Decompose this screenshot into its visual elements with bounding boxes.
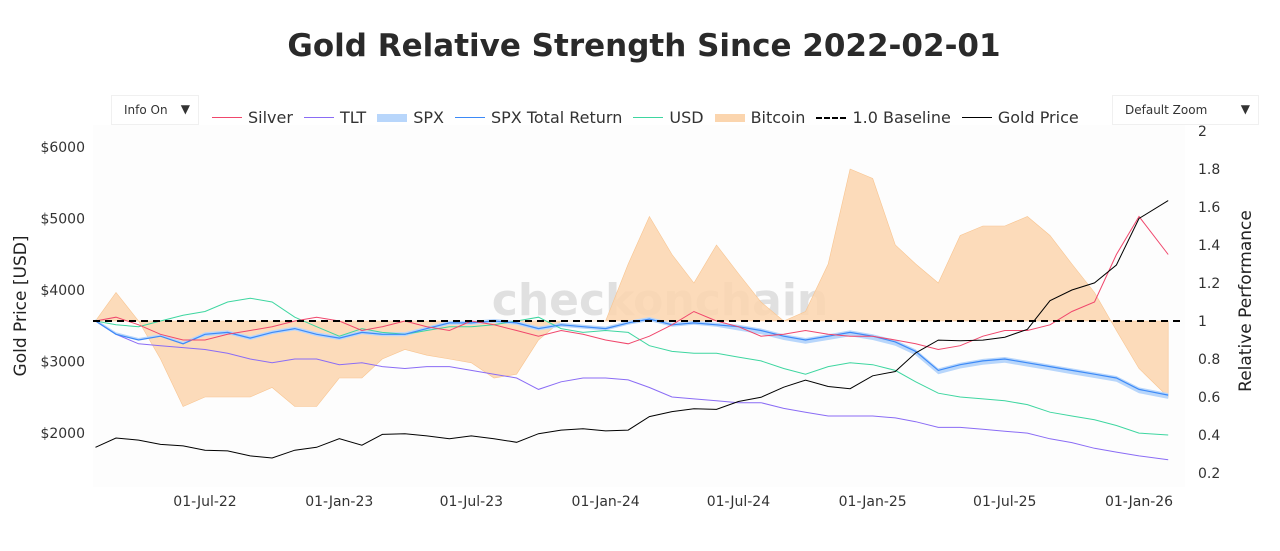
series-spx-total-return-line xyxy=(95,318,1169,396)
legend-item-spx[interactable]: SPX xyxy=(377,108,444,127)
series-tlt-line xyxy=(95,320,1169,461)
legend-item-bitcoin[interactable]: Bitcoin xyxy=(714,108,806,127)
x-tick-label: 01-Jan-23 xyxy=(305,494,373,510)
legend: Silver TLT SPX SPX Total Return USD Bitcoin 1.… xyxy=(212,108,1090,127)
legend-swatch xyxy=(212,117,242,118)
y-left-tick-label: $2000 xyxy=(40,426,85,442)
legend-item-tlt[interactable]: TLT xyxy=(303,108,367,127)
y-right-tick-label: 1.4 xyxy=(1198,238,1220,254)
zoom-dropdown-label: Default Zoom xyxy=(1125,103,1208,117)
x-tick-label: 01-Jan-25 xyxy=(839,494,907,510)
x-tick-label: 01-Jan-24 xyxy=(572,494,640,510)
y-right-tick-label: 1.2 xyxy=(1198,276,1220,292)
legend-item-silver[interactable]: Silver xyxy=(212,108,293,127)
legend-swatch xyxy=(633,117,664,118)
legend-label: USD xyxy=(669,108,704,127)
y-left-axis-title: Gold Price [USD] xyxy=(11,236,31,377)
legend-swatch xyxy=(816,116,847,119)
legend-label: Bitcoin xyxy=(750,108,806,127)
dropdown-arrow-icon: ▼ xyxy=(180,102,190,116)
legend-item-gold-price[interactable]: Gold Price xyxy=(961,108,1079,127)
legend-item-spx-total-return[interactable]: SPX Total Return xyxy=(454,108,623,127)
dropdown-arrow-icon: ▼ xyxy=(1240,102,1250,116)
y-right-tick-label: 1.6 xyxy=(1198,200,1220,216)
series-bitcoin-area xyxy=(94,168,1169,407)
series-silver-line xyxy=(95,215,1169,351)
y-right-tick-label: 0.6 xyxy=(1198,390,1220,406)
zoom-dropdown[interactable]: Default Zoom ▼ xyxy=(1112,95,1259,125)
legend-swatch xyxy=(714,113,745,122)
legend-label: SPX xyxy=(413,108,444,127)
y-right-tick-label: 1.8 xyxy=(1198,162,1220,178)
chart-title: Gold Relative Strength Since 2022-02-01 xyxy=(287,28,1001,64)
legend-item-usd[interactable]: USD xyxy=(633,108,704,127)
x-tick-label: 01-Jul-23 xyxy=(440,494,503,510)
y-right-tick-label: 0.4 xyxy=(1198,428,1220,444)
series-spx-band xyxy=(95,317,1169,399)
watermark: checkonchain xyxy=(492,275,828,326)
legend-label: Gold Price xyxy=(997,108,1079,127)
y-right-tick-label: 0.8 xyxy=(1198,352,1220,368)
y-left-tick-label: $4000 xyxy=(40,283,85,299)
y-left-tick-label: $6000 xyxy=(40,140,85,156)
y-right-axis-title: Relative Performance xyxy=(1236,210,1256,392)
series-usd-line xyxy=(95,297,1169,436)
y-right-tick-label: 0.2 xyxy=(1198,466,1220,482)
y-left-tick-label: $5000 xyxy=(40,212,85,228)
plot-area xyxy=(93,125,1185,487)
info-toggle-label: Info On xyxy=(124,103,168,117)
y-left-tick-label: $3000 xyxy=(40,355,85,371)
x-tick-label: 01-Jul-25 xyxy=(973,494,1036,510)
legend-swatch xyxy=(961,117,992,118)
info-toggle-dropdown[interactable]: Info On ▼ xyxy=(111,95,199,125)
legend-swatch xyxy=(377,113,408,122)
legend-item-1-0-baseline[interactable]: 1.0 Baseline xyxy=(816,108,951,127)
x-tick-label: 01-Jan-26 xyxy=(1105,494,1173,510)
legend-label: SPX Total Return xyxy=(490,108,623,127)
legend-swatch xyxy=(303,117,334,118)
legend-swatch xyxy=(454,117,485,118)
legend-label: Silver xyxy=(248,108,293,127)
y-right-tick-label: 1 xyxy=(1198,314,1207,330)
legend-label: TLT xyxy=(339,108,367,127)
y-right-tick-label: 2 xyxy=(1198,124,1207,140)
legend-label: 1.0 Baseline xyxy=(852,108,951,127)
x-tick-label: 01-Jul-22 xyxy=(173,494,236,510)
x-tick-label: 01-Jul-24 xyxy=(707,494,770,510)
series-gold-price-line xyxy=(95,200,1169,459)
